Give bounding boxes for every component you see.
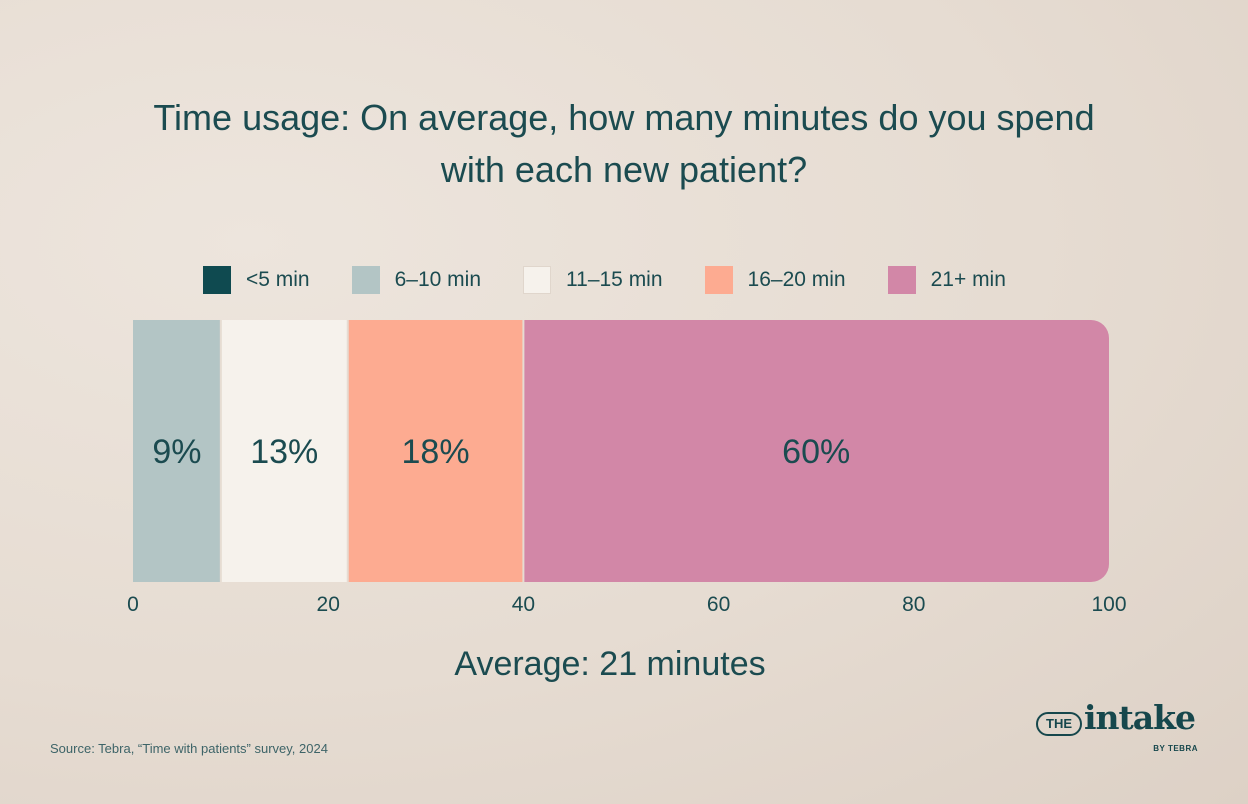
legend-swatch — [887, 266, 916, 294]
logo-byline: BY TEBRA — [1153, 744, 1198, 753]
legend-item-lt5: <5 min — [203, 266, 310, 294]
legend-swatch — [203, 266, 231, 294]
source-note: Source: Tebra, “Time with patients” surv… — [50, 741, 328, 756]
data-label: 60% — [782, 433, 850, 471]
brand-logo: THE intake BY TEBRA — [1036, 698, 1206, 760]
legend-item-21plus: 21+ min — [887, 266, 1006, 294]
legend-label: 11–15 min — [566, 268, 663, 291]
data-label: 18% — [402, 433, 470, 471]
legend-item-11-15: 11–15 min — [523, 266, 663, 294]
data-label: 9% — [152, 433, 201, 471]
legend-swatch — [523, 266, 552, 294]
bar-segment — [347, 320, 524, 582]
legend-item-16-20: 16–20 min — [704, 266, 846, 294]
legend-item-6-10: 6–10 min — [351, 266, 482, 294]
bar-segment — [133, 320, 221, 582]
x-tick-label: 20 — [317, 593, 340, 616]
x-tick-label: 100 — [1091, 593, 1126, 616]
legend-label: <5 min — [246, 268, 310, 291]
x-tick-label: 80 — [902, 593, 925, 616]
legend-label: 6–10 min — [394, 268, 482, 291]
chart-title: Time usage: On average, how many minutes… — [153, 97, 1095, 190]
legend-swatch — [351, 266, 380, 294]
x-tick-label: 60 — [707, 593, 730, 616]
average-summary: Average: 21 minutes — [454, 645, 766, 683]
bar-group — [133, 320, 1109, 582]
x-tick-label: 0 — [127, 593, 139, 616]
data-labels: 9% 13% 18% 60% — [152, 433, 850, 471]
x-tick-label: 40 — [512, 593, 535, 616]
legend: <5 min 6–10 min 11–15 min 16–20 min 21+ … — [203, 264, 1006, 296]
data-label: 13% — [250, 433, 318, 471]
x-axis-ticks: 0 20 40 60 80 100 — [127, 593, 1126, 616]
legend-label: 21+ min — [930, 268, 1006, 291]
logo-the-badge: THE — [1036, 712, 1082, 736]
legend-swatch — [704, 266, 733, 294]
legend-label: 16–20 min — [747, 268, 846, 291]
bar-segment — [220, 320, 348, 582]
bar-segment — [523, 320, 1109, 582]
logo-wordmark: intake — [1084, 698, 1196, 737]
